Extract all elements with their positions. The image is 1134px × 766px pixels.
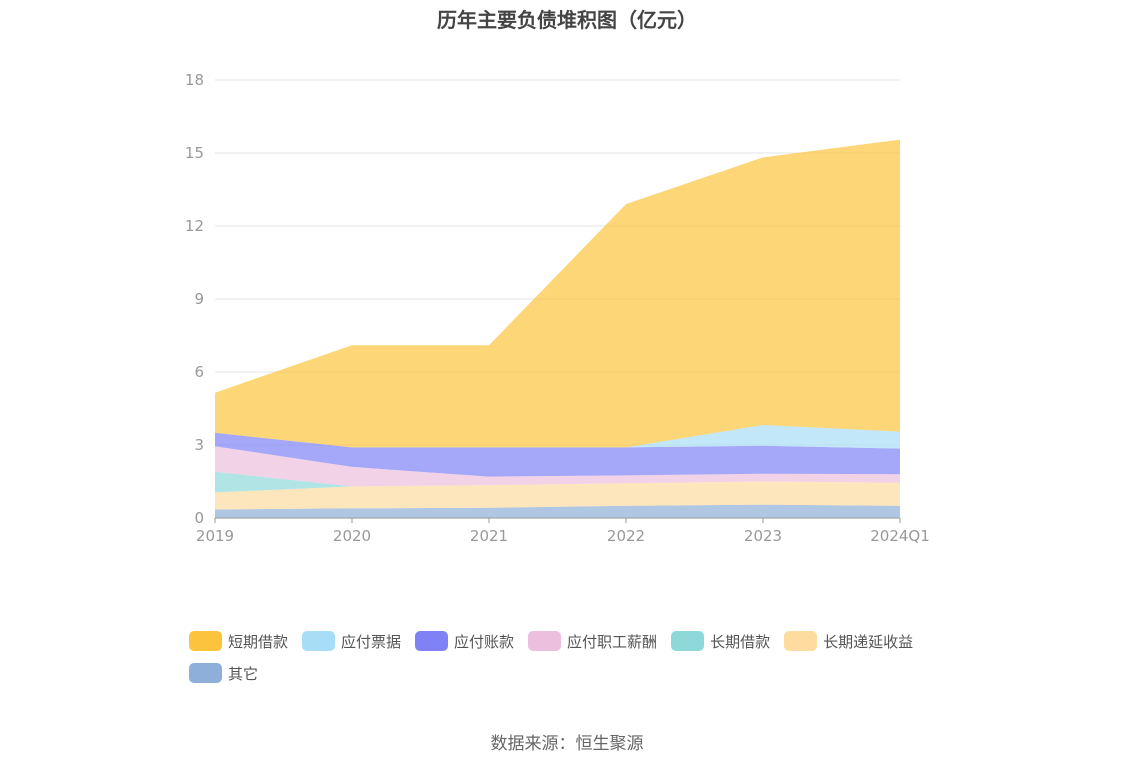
data-source-note: 数据来源：恒生聚源 bbox=[490, 734, 644, 754]
legend-label: 应付账款 bbox=[454, 632, 515, 651]
x-tick-label: 2022 bbox=[607, 527, 645, 545]
legend-swatch bbox=[784, 631, 818, 651]
stacked-area-chart: 0 3 6 9 12 15 18 2019 2020 2021 2022 2023 2024Q1 bbox=[185, 71, 930, 545]
y-tick-label: 6 bbox=[194, 363, 204, 381]
legend-item[interactable]: 应付职工薪酬 bbox=[528, 630, 657, 652]
area-series bbox=[215, 425, 900, 449]
legend-swatch bbox=[415, 631, 449, 651]
area-series bbox=[215, 504, 900, 518]
legend-item[interactable]: 其它 bbox=[189, 662, 258, 684]
area-series bbox=[215, 446, 900, 487]
legend-swatch bbox=[302, 631, 336, 651]
x-tick-label: 2020 bbox=[333, 527, 371, 545]
legend-item[interactable]: 应付票据 bbox=[302, 630, 401, 652]
legend-swatch bbox=[189, 663, 222, 683]
legend-label: 应付职工薪酬 bbox=[567, 632, 658, 651]
x-tick-label: 2024Q1 bbox=[870, 527, 930, 545]
y-tick-label: 3 bbox=[194, 436, 204, 454]
x-tick-label: 2021 bbox=[470, 527, 508, 545]
chart-legend: 短期借款 应付票据 应付账款 应付职工薪酬 长期借款 长期递延收益其它 bbox=[189, 630, 969, 684]
legend-label: 短期借款 bbox=[228, 632, 289, 651]
area-series bbox=[215, 432, 900, 477]
legend-label: 长期递延收益 bbox=[823, 632, 914, 651]
y-tick-label: 12 bbox=[185, 217, 204, 235]
y-tick-label: 18 bbox=[185, 71, 204, 89]
legend-label: 长期借款 bbox=[710, 632, 771, 651]
legend-swatch bbox=[189, 631, 222, 651]
x-tick-label: 2019 bbox=[196, 527, 234, 545]
chart-title: 历年主要负债堆积图（亿元） bbox=[437, 8, 697, 32]
legend-label: 其它 bbox=[228, 664, 259, 683]
y-tick-label: 15 bbox=[185, 144, 204, 162]
legend-label: 应付票据 bbox=[341, 632, 402, 651]
legend-item[interactable]: 应付账款 bbox=[415, 630, 514, 652]
legend-item[interactable]: 长期借款 bbox=[671, 630, 770, 652]
y-tick-label: 0 bbox=[194, 509, 204, 527]
legend-item[interactable]: 短期借款 bbox=[189, 630, 288, 652]
area-series bbox=[215, 481, 900, 510]
x-tick-label: 2023 bbox=[744, 527, 782, 545]
area-series bbox=[215, 139, 900, 448]
legend-swatch bbox=[671, 631, 705, 651]
legend-item[interactable]: 长期递延收益 bbox=[784, 630, 913, 652]
y-tick-label: 9 bbox=[194, 290, 204, 308]
legend-swatch bbox=[528, 631, 562, 651]
